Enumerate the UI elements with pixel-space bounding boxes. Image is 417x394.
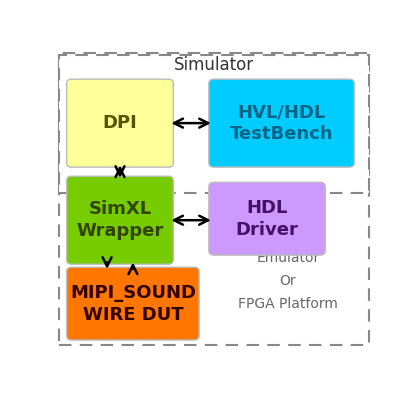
- Text: DPI: DPI: [103, 114, 137, 132]
- FancyBboxPatch shape: [58, 53, 369, 345]
- Text: HDL
Driver: HDL Driver: [236, 199, 299, 239]
- FancyBboxPatch shape: [67, 79, 173, 167]
- Text: Simulator: Simulator: [173, 56, 254, 74]
- FancyBboxPatch shape: [67, 176, 173, 264]
- Text: Emulator
Or
FPGA Platform: Emulator Or FPGA Platform: [238, 251, 338, 311]
- Text: MIPI_SOUND
WIRE DUT: MIPI_SOUND WIRE DUT: [70, 284, 196, 324]
- FancyBboxPatch shape: [67, 267, 199, 340]
- Text: SimXL
Wrapper: SimXL Wrapper: [76, 200, 163, 240]
- Text: HVL/HDL
TestBench: HVL/HDL TestBench: [230, 103, 333, 143]
- FancyBboxPatch shape: [209, 182, 325, 255]
- FancyBboxPatch shape: [209, 79, 354, 167]
- FancyBboxPatch shape: [58, 55, 369, 193]
